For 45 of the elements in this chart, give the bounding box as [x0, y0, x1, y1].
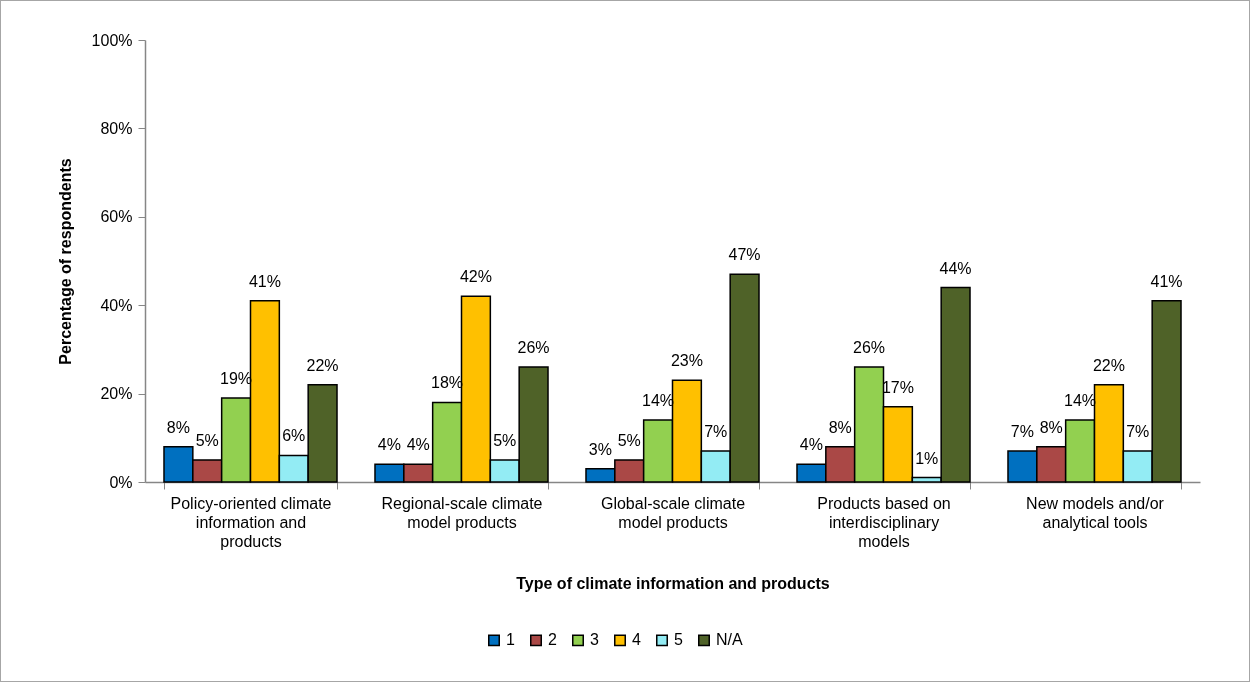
- data-label: 22%: [1092, 356, 1125, 374]
- legend-label: 1: [506, 631, 515, 649]
- y-axis-title: Percentage of respondents: [56, 158, 74, 365]
- data-label: 6%: [282, 427, 306, 445]
- data-label: 1%: [915, 449, 939, 467]
- x-tick-label: Products based on interdisciplinary models: [817, 494, 951, 550]
- data-label: 7%: [704, 423, 728, 441]
- data-label: 41%: [248, 272, 281, 290]
- data-label: 8%: [1039, 418, 1063, 436]
- y-tick-label: 100%: [91, 31, 133, 49]
- legend-label: 3: [590, 631, 599, 649]
- y-tick-label: 20%: [100, 385, 133, 403]
- y-tick-label: 60%: [100, 208, 133, 226]
- legend-label: 5: [674, 631, 683, 649]
- data-label: 3%: [588, 440, 612, 458]
- y-tick-label: 40%: [100, 296, 133, 314]
- data-label: 41%: [1150, 272, 1183, 290]
- data-label: 7%: [1126, 423, 1150, 441]
- x-tick-label: Regional-scale climate model products: [381, 494, 543, 531]
- y-tick-label: 80%: [100, 119, 133, 137]
- data-label: 8%: [166, 418, 190, 436]
- x-tick-label: New models and/or analytical tools: [1026, 494, 1165, 531]
- data-label: 4%: [406, 436, 430, 454]
- data-label: 5%: [195, 431, 219, 449]
- x-axis-title: Type of climate information and products: [516, 574, 830, 592]
- data-label: 22%: [306, 356, 339, 374]
- data-label: 5%: [493, 431, 517, 449]
- x-tick-label: Global-scale climate model products: [600, 494, 746, 531]
- data-label: 26%: [853, 339, 886, 357]
- legend-label: N/A: [716, 631, 743, 649]
- data-label: 17%: [881, 378, 914, 396]
- data-label: 47%: [728, 246, 761, 264]
- data-label: 26%: [517, 339, 550, 357]
- data-label: 42%: [459, 268, 492, 286]
- x-tick-label: Policy-oriented climate information and products: [170, 494, 332, 550]
- legend-label: 2: [548, 631, 557, 649]
- y-tick-label: 0%: [109, 473, 133, 491]
- data-label: 7%: [1010, 423, 1034, 441]
- data-label: 44%: [939, 259, 972, 277]
- data-label: 23%: [670, 352, 703, 370]
- data-label: 8%: [828, 418, 852, 436]
- data-label: 5%: [617, 431, 641, 449]
- legend-label: 4: [632, 631, 641, 649]
- data-label: 4%: [799, 436, 823, 454]
- data-label: 4%: [377, 436, 401, 454]
